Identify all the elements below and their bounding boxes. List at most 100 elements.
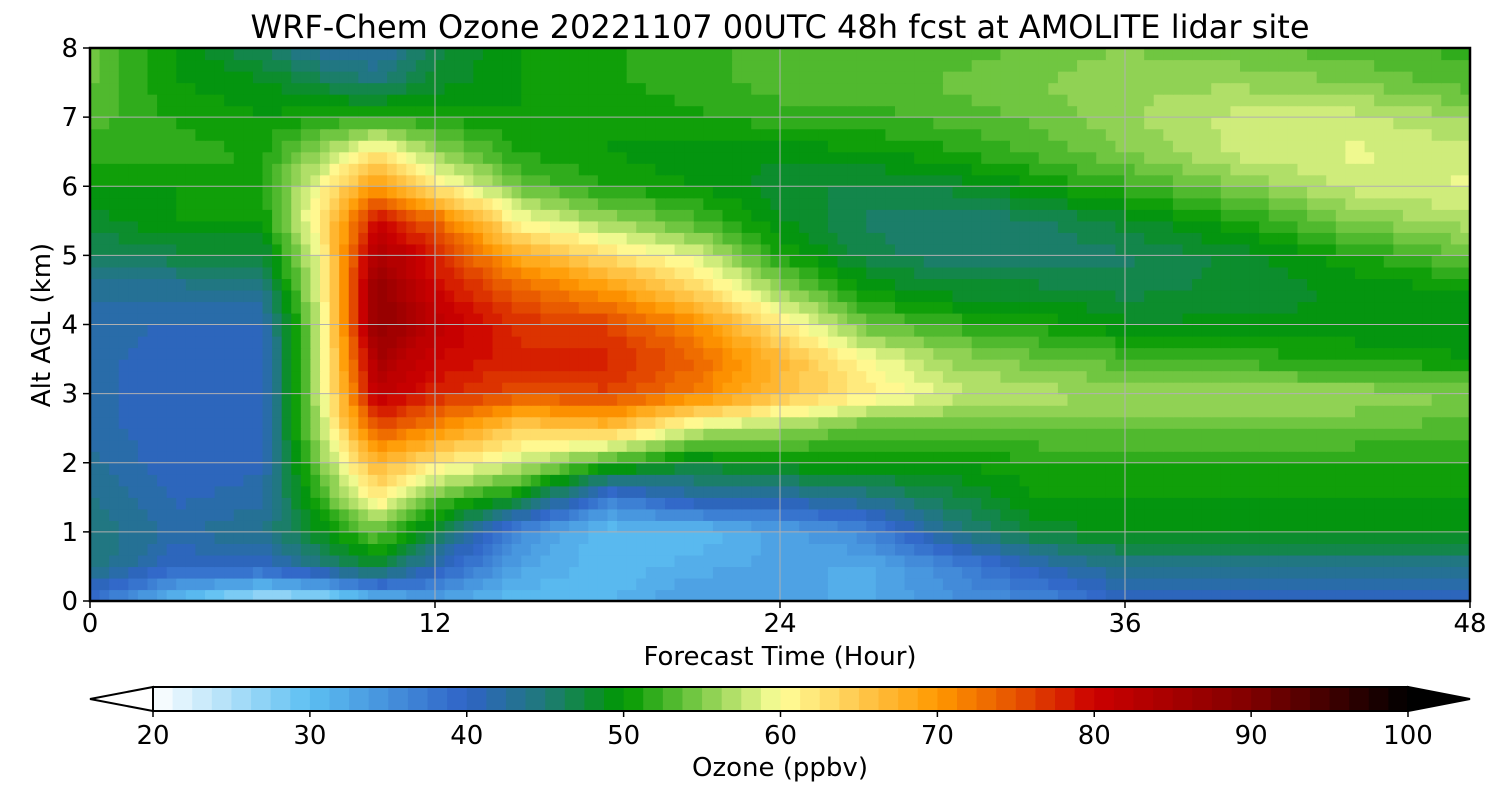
heatmap-cell [1240, 485, 1251, 498]
heatmap-cell [1019, 416, 1030, 429]
heatmap-cell [406, 485, 417, 498]
heatmap-cell [1355, 566, 1366, 579]
heatmap-cell [243, 312, 254, 326]
heatmap-cell [435, 312, 446, 326]
heatmap-cell [674, 405, 685, 418]
heatmap-cell [415, 485, 427, 498]
heatmap-cell [981, 439, 992, 452]
heatmap-cell [1355, 382, 1366, 395]
heatmap-cell [808, 531, 819, 544]
heatmap-cell [971, 531, 982, 544]
heatmap-cell [971, 589, 982, 602]
heatmap-cell [1297, 278, 1308, 291]
heatmap-cell [626, 370, 637, 383]
heatmap-cell [1134, 347, 1145, 360]
heatmap-cell [1153, 508, 1164, 521]
heatmap-cell [1125, 312, 1136, 326]
heatmap-cell [291, 439, 302, 452]
heatmap-cell [1172, 416, 1184, 429]
heatmap-cell [348, 312, 359, 326]
heatmap-cell [1460, 474, 1471, 487]
heatmap-cell [205, 451, 216, 464]
heatmap-cell [205, 566, 216, 579]
heatmap-cells [90, 48, 1471, 602]
heatmap-cell [933, 531, 944, 544]
heatmap-cell [128, 220, 139, 233]
heatmap-cell [780, 347, 791, 360]
heatmap-cell [118, 566, 129, 579]
heatmap-cell [655, 416, 666, 429]
heatmap-cell [818, 324, 829, 337]
heatmap-cell [1010, 232, 1021, 245]
heatmap-cell [329, 289, 340, 303]
heatmap-cell [396, 301, 407, 314]
heatmap-cell [808, 428, 819, 441]
heatmap-cell [933, 393, 944, 406]
heatmap-cell [923, 312, 934, 326]
heatmap-cell [827, 382, 839, 395]
heatmap-cell [1153, 589, 1164, 602]
heatmap-cell [856, 405, 867, 418]
heatmap-cell [214, 278, 225, 291]
heatmap-cell [770, 255, 781, 268]
heatmap-cell [684, 220, 695, 233]
heatmap-cell [578, 243, 589, 256]
heatmap-cell [358, 393, 369, 406]
heatmap-cell [1393, 451, 1404, 464]
heatmap-cell [588, 312, 599, 326]
heatmap-cell [320, 312, 331, 326]
heatmap-cell [895, 243, 906, 256]
heatmap-cell [1000, 197, 1011, 210]
heatmap-cell [406, 589, 417, 602]
heatmap-cell [473, 520, 484, 533]
heatmap-cell [741, 485, 752, 498]
heatmap-cell [425, 301, 436, 314]
heatmap-cell [147, 382, 158, 395]
heatmap-cell [1144, 497, 1155, 510]
heatmap-cell [684, 405, 695, 418]
heatmap-cell [1057, 589, 1069, 602]
heatmap-cell [962, 382, 973, 395]
heatmap-cell [540, 428, 551, 441]
heatmap-cell [128, 324, 139, 337]
heatmap-cell [262, 405, 273, 418]
heatmap-cell [1115, 485, 1126, 498]
heatmap-cell [300, 520, 312, 533]
heatmap-cell [1402, 462, 1414, 475]
heatmap-cell [693, 336, 704, 349]
heatmap-cell [1096, 451, 1107, 464]
heatmap-cell [971, 554, 982, 568]
heatmap-cell [1067, 589, 1078, 602]
heatmap-cell [1220, 220, 1232, 233]
heatmap-cell [1000, 462, 1011, 475]
heatmap-cell [1335, 347, 1347, 360]
heatmap-cell [1000, 289, 1011, 303]
heatmap-cell [607, 439, 618, 452]
heatmap-cell [712, 416, 724, 429]
heatmap-cell [387, 347, 398, 360]
heatmap-cell [224, 589, 235, 602]
heatmap-cell [252, 474, 264, 487]
heatmap-cell [1220, 266, 1232, 280]
heatmap-cell [205, 462, 216, 475]
heatmap-cell [492, 497, 503, 510]
heatmap-cell [224, 312, 235, 326]
heatmap-cell [185, 255, 197, 268]
heatmap-cell [1355, 531, 1366, 544]
heatmap-cell [981, 393, 992, 406]
heatmap-cell [1431, 289, 1442, 303]
heatmap-cell [233, 589, 244, 602]
heatmap-cell [1345, 382, 1356, 395]
heatmap-cell [1201, 220, 1212, 233]
heatmap-cell [358, 336, 369, 349]
heatmap-cell [1038, 312, 1049, 326]
heatmap-cell [952, 485, 963, 498]
heatmap-cell [444, 531, 455, 544]
heatmap-cell [1172, 255, 1184, 268]
heatmap-cell [339, 312, 350, 326]
heatmap-cell [588, 266, 599, 280]
heatmap-cell [358, 520, 369, 533]
heatmap-cell [645, 209, 657, 222]
heatmap-cell [147, 543, 158, 556]
heatmap-cell [1249, 416, 1260, 429]
